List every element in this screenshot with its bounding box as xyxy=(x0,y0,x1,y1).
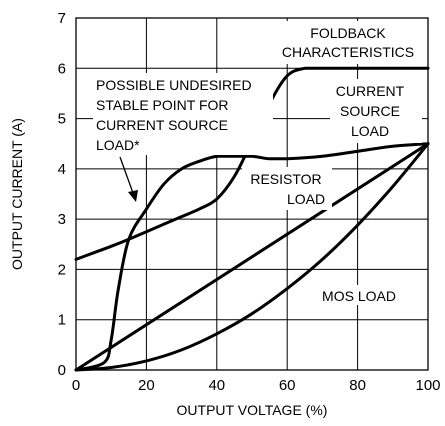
annotation-line: CHARACTERISTICS xyxy=(282,44,414,60)
y-tick-label: 6 xyxy=(58,60,66,77)
annotation-current-source-load: CURRENT SOURCE LOAD xyxy=(330,79,422,143)
y-tick-label: 7 xyxy=(58,10,66,27)
series-line-2 xyxy=(74,142,430,372)
curves xyxy=(74,66,430,372)
y-axis-label: OUTPUT CURRENT (A) xyxy=(9,118,25,270)
y-tick-label: 2 xyxy=(58,261,66,278)
annotation-line: SOURCE xyxy=(340,103,400,119)
annotation-line: POSSIBLE UNDESIRED xyxy=(96,77,252,93)
annotation-line: STABLE POINT FOR xyxy=(96,97,229,113)
annotation-mos-load: MOS LOAD xyxy=(314,285,404,305)
annotation-arrow xyxy=(119,156,134,194)
annotation-line: LOAD xyxy=(351,123,389,139)
x-axis-label: OUTPUT VOLTAGE (%) xyxy=(177,402,328,418)
annotation-arrow-head xyxy=(128,190,138,202)
plot-area-frame xyxy=(75,17,429,371)
y-tick-label: 5 xyxy=(58,111,66,128)
x-tick-label: 0 xyxy=(72,377,80,394)
annotation-foldback: FOLDBACK CHARACTERISTICS xyxy=(275,21,421,64)
tick-labels: 0 20 40 60 80 100 0 1 2 3 4 5 6 7 xyxy=(58,10,441,394)
x-tick-label: 80 xyxy=(349,377,366,394)
x-tick-label: 40 xyxy=(208,377,225,394)
annotation-undesired-point: POSSIBLE UNDESIRED STABLE POINT FOR CURR… xyxy=(93,73,273,155)
series-line-4 xyxy=(74,142,430,372)
x-tick-label: 100 xyxy=(415,377,440,394)
y-tick-label: 0 xyxy=(58,362,66,379)
annotation-line: CURRENT SOURCE xyxy=(96,117,228,133)
annotation-line: LOAD xyxy=(287,191,325,207)
annotation-line: LOAD* xyxy=(96,137,140,153)
x-tick-label: 60 xyxy=(279,377,296,394)
series-line-3 xyxy=(74,142,430,372)
annotation-line: RESISTOR xyxy=(250,171,321,187)
y-tick-label: 1 xyxy=(58,312,66,329)
x-tick-label: 20 xyxy=(138,377,155,394)
annotation-line: CURRENT xyxy=(336,83,405,99)
y-tick-label: 4 xyxy=(58,161,66,178)
annotation-line: MOS LOAD xyxy=(322,288,396,304)
annotation-line: FOLDBACK xyxy=(310,25,386,41)
y-tick-label: 3 xyxy=(58,211,66,228)
annotation-resistor-load: RESISTOR LOAD xyxy=(242,167,332,210)
